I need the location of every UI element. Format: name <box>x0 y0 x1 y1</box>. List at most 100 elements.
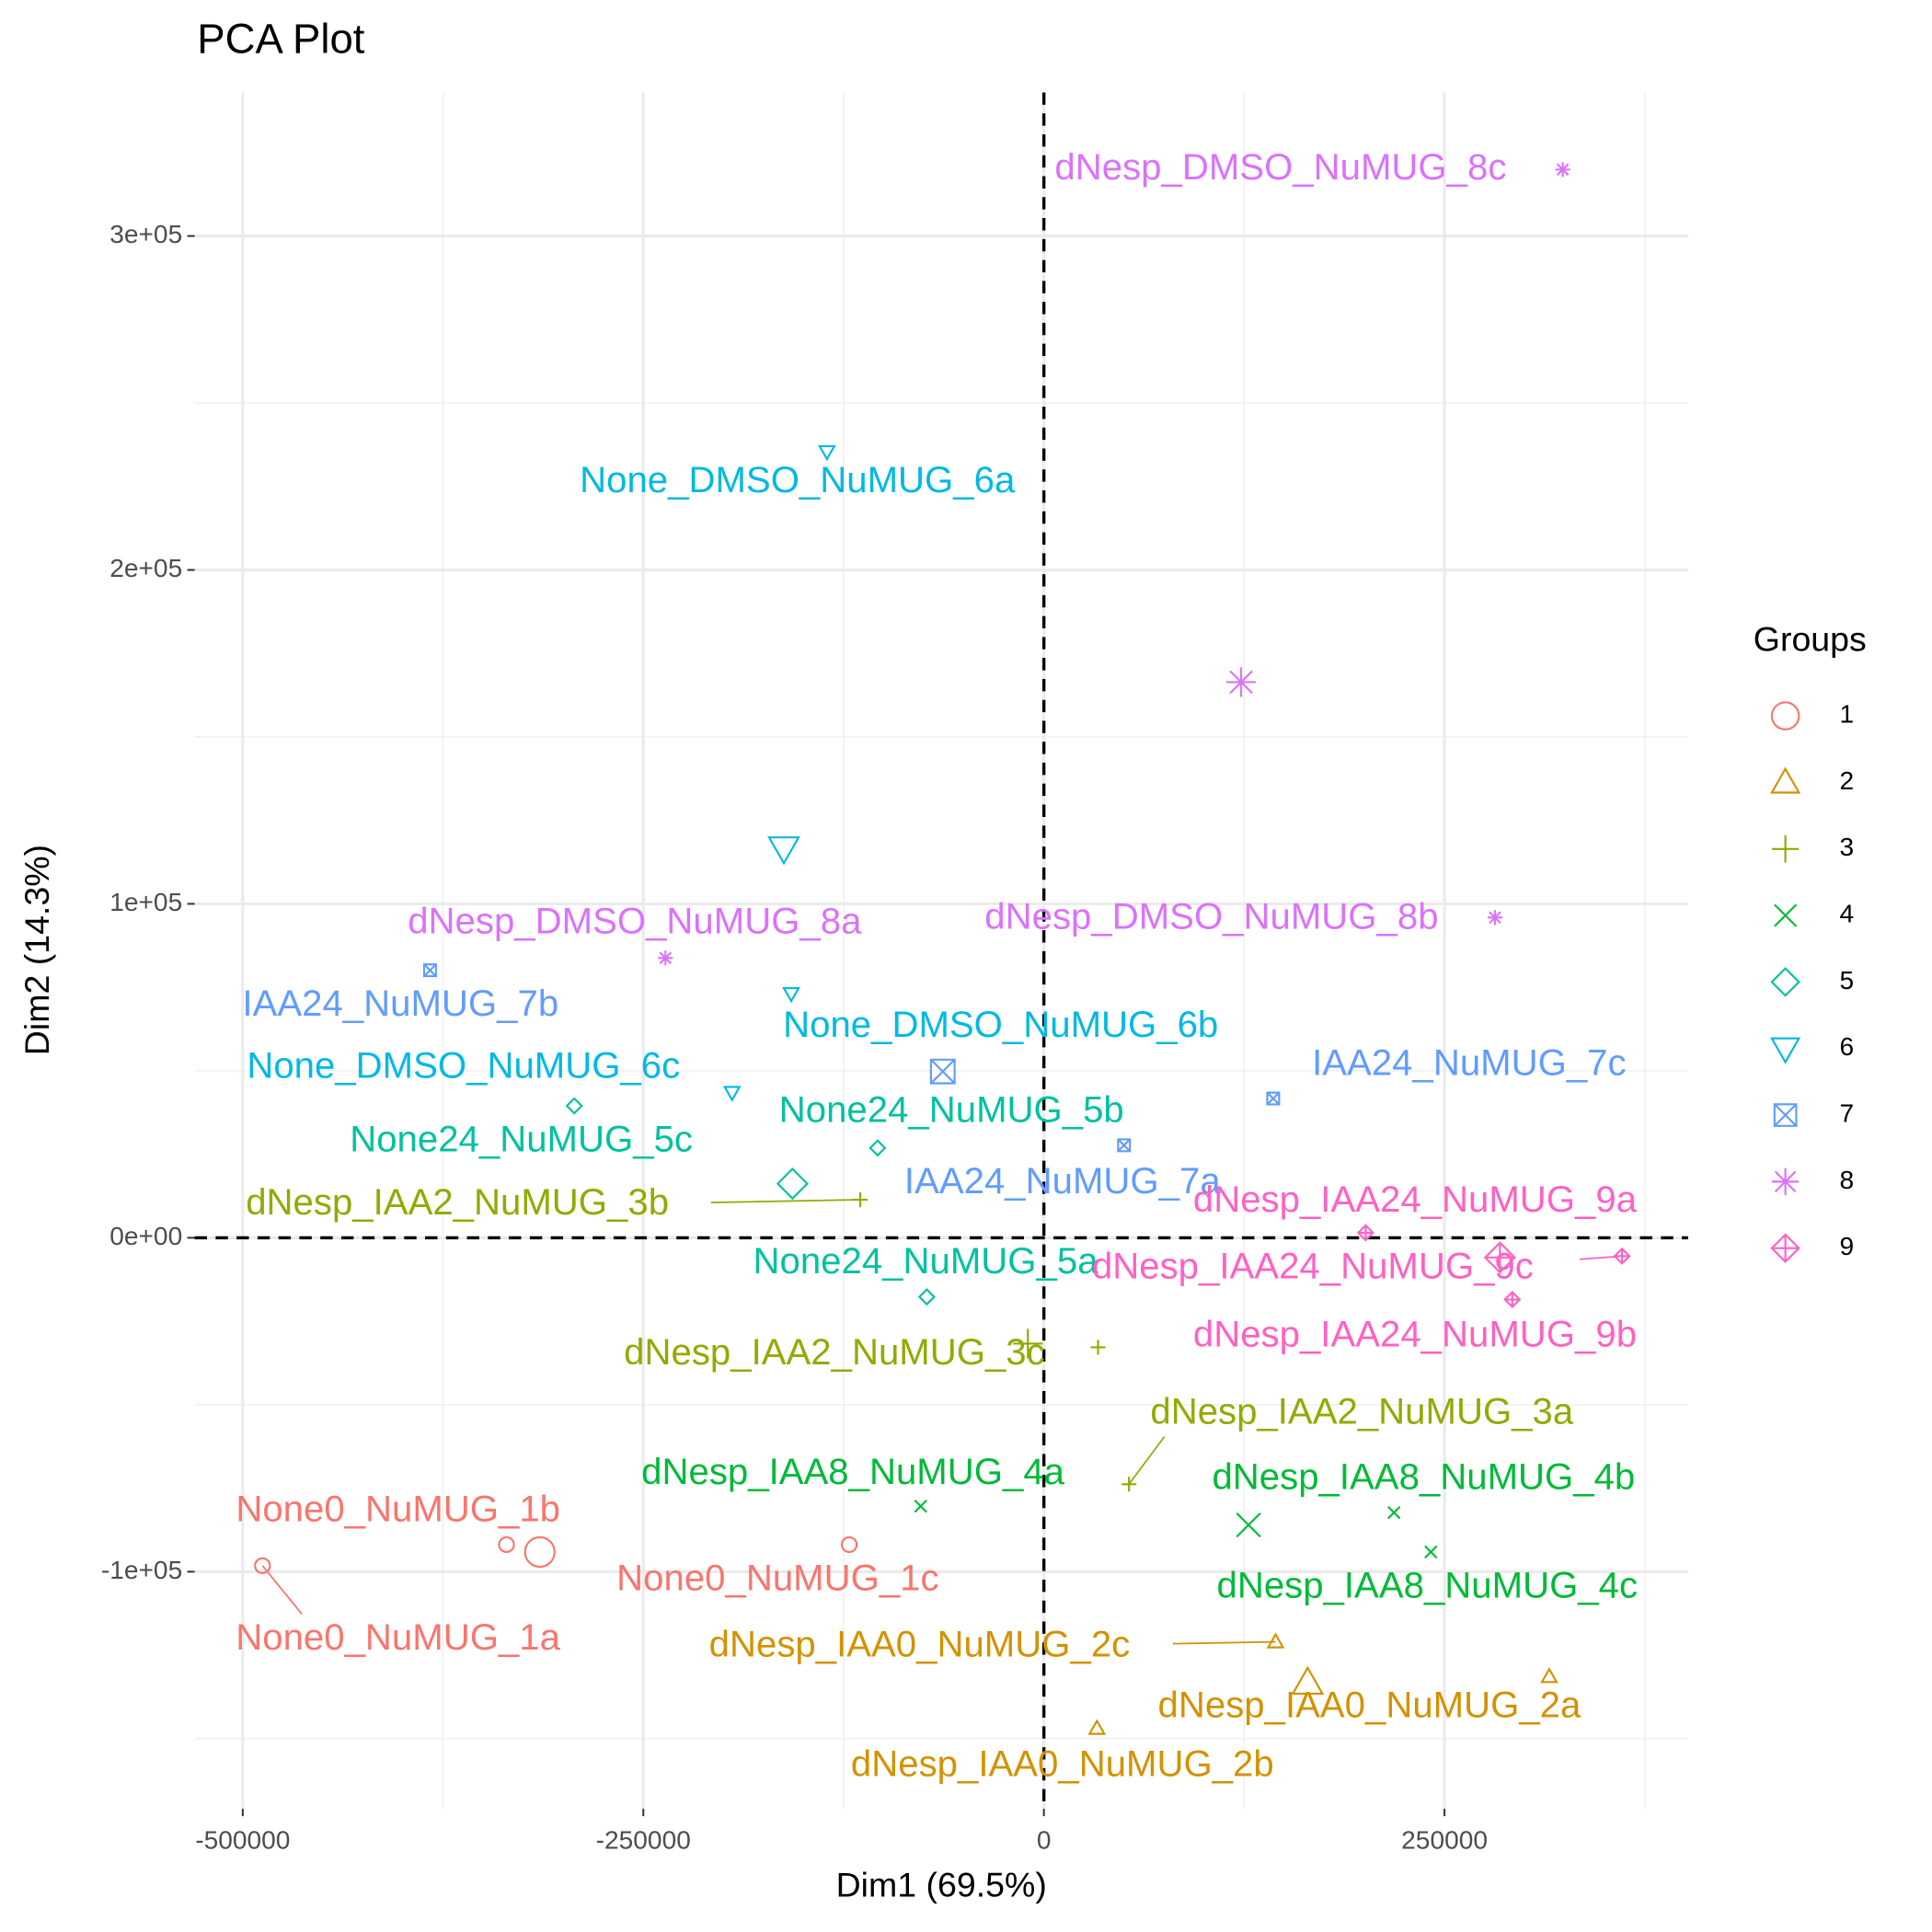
symbol-part <box>840 1535 858 1554</box>
point-label: None24_NuMUG_5a <box>753 1240 1099 1282</box>
x-axis-title: Dim1 (69.5%) <box>836 1866 1047 1904</box>
symbol-part <box>565 1097 583 1115</box>
symbol-part <box>1503 1291 1522 1309</box>
leader-line <box>261 1565 303 1616</box>
symbol-part <box>1387 1505 1401 1520</box>
point <box>1540 1667 1558 1684</box>
symbol-part <box>1774 903 1798 927</box>
group-center <box>1236 1512 1261 1538</box>
symbol-part <box>1266 1091 1281 1106</box>
leader-line <box>1172 1640 1276 1645</box>
x-tick-label: -250000 <box>596 1826 691 1855</box>
point <box>868 1139 887 1157</box>
legend-key <box>1770 701 1800 730</box>
symbol-part <box>1770 967 1800 997</box>
symbol-part <box>523 1535 556 1569</box>
group-center <box>1013 1328 1043 1359</box>
point <box>1424 1545 1438 1559</box>
legend-label: 7 <box>1840 1098 1855 1127</box>
symbol-part <box>917 1288 936 1306</box>
point <box>1555 162 1570 178</box>
symbol-part <box>1090 1340 1106 1355</box>
legend-key <box>1771 1167 1800 1196</box>
point-label: None24_NuMUG_5c <box>350 1118 693 1159</box>
point-label: dNesp_IAA8_NuMUG_4b <box>1212 1456 1635 1498</box>
point <box>1503 1291 1522 1309</box>
point-label: dNesp_IAA24_NuMUG_9b <box>1193 1313 1637 1354</box>
symbol-part <box>1226 667 1257 697</box>
symbol-part <box>853 1191 868 1208</box>
point-label: dNesp_IAA2_NuMUG_3b <box>246 1181 669 1223</box>
point-label: dNesp_IAA0_NuMUG_2b <box>851 1743 1274 1785</box>
y-tick-label: 0e+00 <box>109 1222 182 1250</box>
symbol-part <box>1483 1241 1516 1274</box>
symbol-part <box>914 1500 927 1513</box>
point-label: None_DMSO_NuMUG_6c <box>247 1044 680 1086</box>
symbol-part <box>782 986 800 1004</box>
symbol-part <box>1236 1512 1261 1538</box>
point <box>1121 1477 1137 1492</box>
symbol-part <box>1770 766 1801 794</box>
group-center <box>1226 667 1257 697</box>
point <box>1487 910 1502 926</box>
leader-line <box>710 1199 861 1204</box>
point <box>914 1500 927 1513</box>
point-label: dNesp_IAA8_NuMUG_4c <box>1216 1564 1638 1605</box>
point-label: dNesp_DMSO_NuMUG_8a <box>408 900 862 941</box>
symbol-part <box>1771 835 1800 863</box>
symbol-part <box>1291 1665 1325 1695</box>
point <box>498 1535 515 1554</box>
point <box>1266 1632 1285 1649</box>
symbol-part <box>498 1535 515 1554</box>
y-tick-label: 3e+05 <box>109 220 182 248</box>
legend-label: 5 <box>1840 966 1855 995</box>
symbol-part <box>817 444 836 462</box>
point <box>1117 1138 1132 1153</box>
point-label: None24_NuMUG_5b <box>779 1089 1124 1131</box>
y-tick-label: 1e+05 <box>109 888 182 916</box>
symbol-part <box>658 950 673 966</box>
legend-label: 3 <box>1840 833 1855 861</box>
symbol-part <box>1121 1477 1137 1492</box>
point-label: dNesp_IAA2_NuMUG_3a <box>1150 1391 1573 1432</box>
point <box>422 963 437 978</box>
chart-title: PCA Plot <box>197 16 365 63</box>
point-label: IAA24_NuMUG_7b <box>242 983 558 1024</box>
point-label: dNesp_DMSO_NuMUG_8c <box>1054 146 1506 188</box>
point <box>565 1097 583 1115</box>
legend-key <box>1770 1037 1801 1064</box>
symbol-part <box>1613 1247 1631 1265</box>
point <box>658 950 673 966</box>
point <box>1356 1224 1374 1242</box>
symbol-part <box>1266 1632 1285 1649</box>
y-tick-label: 2e+05 <box>109 554 182 582</box>
grid <box>194 92 1688 1810</box>
symbol-part <box>1117 1138 1132 1153</box>
legend-title: Groups <box>1754 620 1867 659</box>
symbol-part <box>868 1139 887 1157</box>
point-label: None0_NuMUG_1b <box>236 1488 560 1529</box>
symbol-part <box>767 836 800 866</box>
symbol-part <box>776 1167 810 1201</box>
symbol-part <box>929 1058 956 1085</box>
legend-label: 6 <box>1840 1032 1855 1061</box>
symbol-part <box>722 1086 742 1102</box>
point <box>817 444 836 462</box>
x-tick-label: 250000 <box>1401 1826 1488 1855</box>
symbol-part <box>1771 1167 1800 1196</box>
point <box>1087 1719 1107 1735</box>
group-center <box>929 1058 956 1085</box>
point <box>840 1535 858 1554</box>
point-label: None0_NuMUG_1c <box>616 1557 938 1598</box>
point <box>782 986 800 1004</box>
symbol-part <box>1770 1037 1801 1064</box>
symbol-part <box>1773 1103 1798 1127</box>
group-center <box>1483 1241 1516 1274</box>
legend-label: 9 <box>1840 1232 1855 1260</box>
group-center <box>523 1535 556 1569</box>
point <box>853 1191 868 1208</box>
point <box>254 1557 271 1574</box>
symbol-part <box>1087 1719 1107 1735</box>
symbol-part <box>1555 162 1570 178</box>
point-label: IAA24_NuMUG_7a <box>904 1160 1221 1202</box>
